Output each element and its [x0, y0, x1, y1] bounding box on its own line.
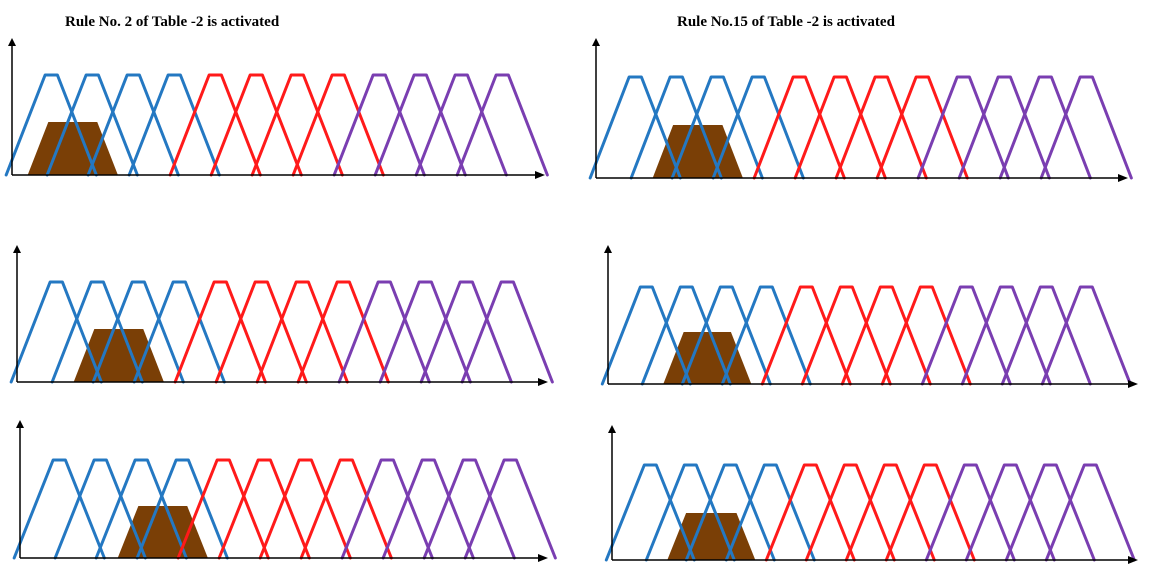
x-axis-arrow-icon: [1128, 380, 1138, 388]
membership-function-red: [760, 285, 852, 386]
membership-function-blue: [680, 285, 772, 386]
membership-function-red: [800, 285, 892, 386]
membership-function-red: [880, 285, 972, 386]
membership-function-red: [752, 75, 846, 180]
y-axis-arrow-icon: [592, 38, 600, 46]
membership-function-red: [168, 73, 262, 177]
membership-function-blue: [132, 280, 226, 384]
x-axis-arrow-icon: [1128, 556, 1138, 564]
membership-function-red: [834, 75, 928, 180]
membership-function-blue: [50, 280, 144, 384]
membership-function-red: [176, 458, 270, 560]
panel-left-3: [12, 420, 557, 562]
membership-function-purple: [337, 280, 431, 384]
x-axis-arrow-icon: [535, 171, 545, 179]
membership-function-blue: [4, 73, 98, 177]
x-axis-arrow-icon: [1118, 174, 1128, 182]
membership-function-blue: [86, 73, 180, 177]
membership-function-red: [844, 463, 936, 562]
membership-function-blue: [135, 458, 229, 560]
y-axis-arrow-icon: [16, 420, 24, 428]
membership-function-blue: [53, 458, 147, 560]
membership-function-purple: [916, 75, 1010, 180]
membership-function-blue: [127, 73, 221, 177]
membership-function-purple: [960, 285, 1052, 386]
membership-function-purple: [455, 73, 549, 177]
membership-function-purple: [1000, 285, 1092, 386]
membership-function-red: [296, 280, 390, 384]
membership-function-purple: [414, 73, 508, 177]
membership-function-red: [291, 73, 385, 177]
membership-function-blue: [644, 463, 736, 562]
membership-function-purple: [920, 285, 1012, 386]
membership-function-purple: [373, 73, 467, 177]
membership-function-purple: [998, 75, 1092, 180]
membership-function-red: [214, 280, 308, 384]
y-axis-arrow-icon: [13, 245, 21, 253]
heading-left: Rule No. 2 of Table -2 is activated: [65, 14, 280, 30]
x-axis-arrow-icon: [538, 378, 548, 386]
membership-function-purple: [1004, 463, 1096, 562]
membership-function-blue: [9, 280, 103, 384]
membership-function-blue: [12, 458, 106, 560]
membership-function-red: [258, 458, 352, 560]
membership-function-red: [875, 75, 969, 180]
y-axis-arrow-icon: [8, 38, 16, 46]
membership-function-red: [209, 73, 303, 177]
membership-function-red: [840, 285, 932, 386]
membership-function-blue: [711, 75, 805, 180]
panel-left-2: [9, 245, 554, 386]
membership-function-purple: [1044, 463, 1136, 562]
panel-right-3: [604, 425, 1138, 564]
membership-function-blue: [670, 75, 764, 180]
membership-function-purple: [381, 458, 475, 560]
membership-function-blue: [91, 280, 185, 384]
membership-function-blue: [640, 285, 732, 386]
membership-function-blue: [588, 75, 682, 180]
membership-function-blue: [720, 285, 812, 386]
membership-function-blue: [94, 458, 188, 560]
membership-function-red: [804, 463, 896, 562]
membership-function-purple: [422, 458, 516, 560]
membership-function-purple: [1040, 285, 1132, 386]
membership-function-red: [217, 458, 311, 560]
x-axis-arrow-icon: [538, 554, 548, 562]
membership-function-red: [173, 280, 267, 384]
membership-function-purple: [1039, 75, 1133, 180]
panel-right-2: [600, 245, 1138, 388]
membership-function-blue: [724, 463, 816, 562]
y-axis-arrow-icon: [608, 425, 616, 433]
membership-function-purple: [332, 73, 426, 177]
membership-function-red: [255, 280, 349, 384]
membership-function-blue: [629, 75, 723, 180]
activated-region: [27, 122, 118, 175]
membership-function-blue: [684, 463, 776, 562]
membership-function-red: [884, 463, 976, 562]
membership-function-purple: [419, 280, 513, 384]
membership-function-blue: [600, 285, 692, 386]
membership-function-purple: [340, 458, 434, 560]
panel-right-1: [588, 38, 1133, 182]
membership-function-purple: [463, 458, 557, 560]
membership-function-purple: [964, 463, 1056, 562]
heading-right: Rule No.15 of Table -2 is activated: [677, 14, 895, 30]
membership-function-blue: [45, 73, 139, 177]
membership-function-purple: [924, 463, 1016, 562]
membership-function-purple: [957, 75, 1051, 180]
panel-left-1: [4, 38, 549, 179]
membership-function-red: [299, 458, 393, 560]
y-axis-arrow-icon: [604, 245, 612, 253]
membership-function-red: [764, 463, 856, 562]
membership-function-red: [250, 73, 344, 177]
membership-function-purple: [378, 280, 472, 384]
membership-function-red: [793, 75, 887, 180]
membership-function-blue: [604, 463, 696, 562]
membership-function-purple: [460, 280, 554, 384]
